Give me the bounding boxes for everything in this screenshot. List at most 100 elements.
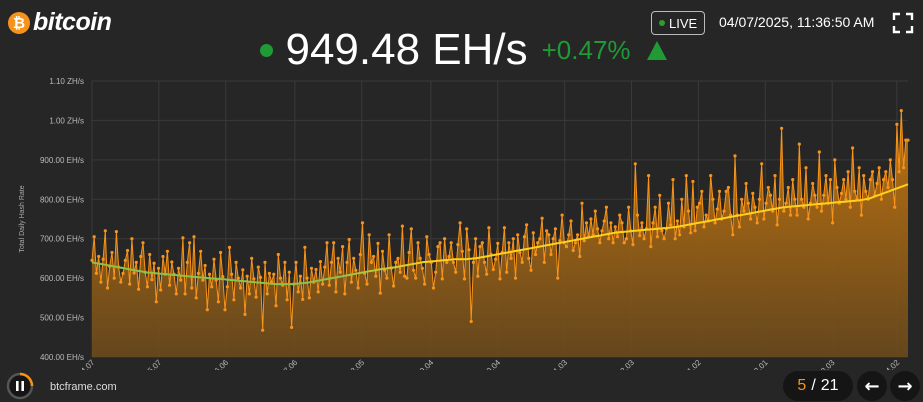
- data-point: [875, 181, 879, 186]
- data-point: [245, 274, 249, 278]
- data-point: [751, 191, 755, 195]
- data-point: [726, 185, 731, 190]
- data-point: [533, 252, 538, 257]
- data-point: [150, 278, 154, 282]
- data-point: [92, 235, 96, 239]
- data-point: [702, 225, 706, 229]
- data-point: [298, 274, 302, 278]
- data-point: [638, 234, 642, 238]
- data-point: [775, 223, 779, 227]
- data-point: [137, 287, 141, 291]
- data-point: [536, 241, 540, 245]
- data-point: [740, 197, 744, 201]
- data-point: [884, 170, 888, 174]
- data-point: [396, 256, 400, 260]
- data-point: [542, 260, 546, 264]
- data-point: [882, 178, 886, 182]
- data-point: [128, 282, 132, 286]
- data-point: [125, 248, 130, 253]
- data-point: [394, 260, 398, 264]
- data-point: [356, 286, 360, 290]
- data-point: [573, 241, 578, 245]
- data-point: [584, 221, 589, 225]
- site-link[interactable]: btcframe.com: [50, 381, 117, 393]
- data-point: [839, 191, 844, 195]
- data-point: [445, 260, 449, 264]
- data-point: [831, 221, 835, 225]
- data-point: [443, 237, 447, 241]
- data-point: [660, 229, 664, 233]
- data-point: [352, 256, 356, 260]
- data-point: [651, 221, 655, 225]
- data-point: [498, 277, 502, 281]
- data-point: [181, 236, 185, 240]
- data-point: [784, 201, 788, 205]
- prev-button[interactable]: ←: [857, 371, 887, 401]
- data-point: [733, 154, 737, 158]
- data-point: [343, 292, 347, 296]
- y-tick-label: 500.00 EH/s: [40, 314, 84, 323]
- data-point: [686, 209, 691, 213]
- data-point: [846, 170, 850, 174]
- data-point: [649, 245, 653, 249]
- page-separator: /: [811, 377, 816, 394]
- data-point: [553, 227, 558, 231]
- data-point: [589, 217, 593, 221]
- data-point: [815, 205, 819, 209]
- data-point: [405, 276, 409, 280]
- data-point: [354, 268, 358, 272]
- data-point: [749, 217, 753, 221]
- data-point: [673, 237, 677, 241]
- fullscreen-icon[interactable]: [892, 12, 914, 34]
- data-point: [411, 268, 416, 272]
- data-point: [766, 185, 770, 190]
- live-badge[interactable]: LIVE: [651, 11, 706, 35]
- data-point: [196, 271, 200, 275]
- data-point: [112, 276, 116, 280]
- data-point: [476, 274, 480, 278]
- data-point: [633, 162, 637, 166]
- data-point: [309, 266, 314, 270]
- data-point: [525, 223, 529, 227]
- y-axis-label: Total Daily Hash Rate: [19, 185, 26, 252]
- x-tick-label: 07.06: [279, 358, 300, 370]
- data-point: [762, 217, 766, 221]
- data-point: [724, 189, 728, 193]
- data-point: [447, 254, 451, 259]
- data-point: [367, 233, 371, 237]
- data-point: [97, 254, 101, 259]
- data-point: [618, 213, 622, 217]
- live-dot-icon: [659, 20, 665, 26]
- data-point: [496, 241, 500, 245]
- data-point: [518, 250, 522, 255]
- data-point: [835, 185, 839, 190]
- data-point: [653, 205, 657, 209]
- bitcoin-logo: ₿ bitcoin: [8, 8, 112, 37]
- data-point: [788, 213, 793, 217]
- data-point: [704, 213, 708, 217]
- data-point: [828, 178, 833, 182]
- data-point: [502, 226, 506, 230]
- next-button[interactable]: →: [890, 371, 920, 401]
- data-point: [857, 166, 861, 170]
- data-point: [622, 241, 626, 245]
- data-point: [205, 308, 209, 312]
- hashrate-chart: 400.00 EH/s 500.00 EH/s 600.00 EH/s 700.00 …: [19, 77, 910, 370]
- data-point: [819, 209, 824, 213]
- pause-icon[interactable]: [6, 372, 34, 400]
- data-point: [440, 277, 444, 281]
- data-point: [527, 256, 531, 260]
- data-point: [593, 209, 597, 213]
- data-point: [267, 271, 271, 275]
- data-point: [647, 174, 651, 178]
- data-point: [655, 235, 660, 239]
- data-point: [700, 189, 704, 193]
- data-point: [715, 207, 719, 211]
- data-point: [170, 260, 174, 264]
- data-point: [755, 221, 759, 225]
- data-point: [148, 252, 152, 257]
- data-point: [611, 241, 615, 245]
- data-point: [392, 284, 396, 288]
- hashrate-value: 949.48 EH/s: [285, 25, 528, 74]
- data-point: [777, 197, 782, 201]
